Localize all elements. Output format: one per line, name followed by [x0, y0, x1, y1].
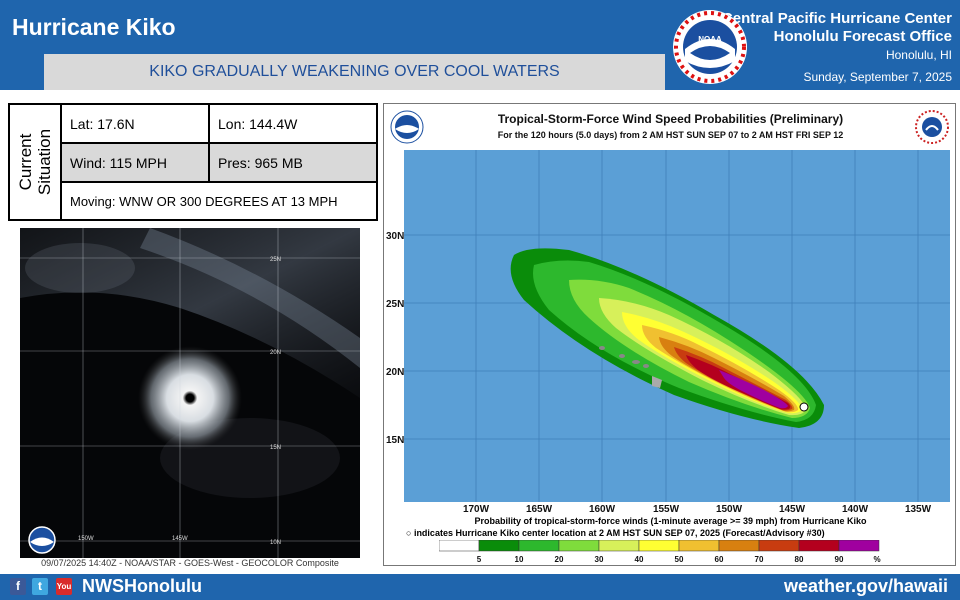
lon-label: 155W	[653, 504, 680, 515]
legend-description: Probability of tropical-storm-force wind…	[474, 516, 867, 526]
longitude-cell: Lon: 144.4W	[210, 105, 376, 144]
office-name: Honolulu Forecast Office	[773, 28, 952, 45]
lon-label: 160W	[589, 504, 616, 515]
wind-probability-map: Tropical-Storm-Force Wind Speed Probabil…	[383, 103, 956, 566]
lat-label: 25N	[386, 299, 404, 310]
center-note-text: indicates Hurricane Kiko center location…	[413, 528, 825, 538]
map-title: Tropical-Storm-Force Wind Speed Probabil…	[497, 112, 844, 126]
legend-swatch	[678, 540, 720, 552]
movement-cell: Moving: WNW OR 300 DEGREES AT 13 MPH	[62, 183, 376, 219]
situation-label-text: Current Situation	[16, 128, 54, 196]
probability-plot: 30N 25N 20N 15N 170W 165W 160W 155W 150W…	[386, 150, 950, 516]
header-accent	[0, 54, 44, 90]
satellite-image: 25N 20N 15N 10N 150W 145W	[20, 228, 360, 558]
current-situation-table: Current Situation Lat: 17.6N Lon: 144.4W…	[8, 103, 378, 221]
legend-swatch	[558, 540, 600, 552]
sat-grid-label: 15N	[270, 445, 281, 451]
legend-swatch	[478, 540, 520, 552]
longitude: Lon: 144.4W	[218, 115, 298, 132]
movement: Moving: WNW OR 300 DEGREES AT 13 MPH	[70, 193, 338, 209]
pressure: Pres: 965 MB	[218, 154, 303, 171]
lon-label: 140W	[842, 504, 869, 515]
legend-value: 30	[595, 555, 604, 564]
legend-value: 70	[755, 555, 764, 564]
footer-bar: f t You NWSHonolulu weather.gov/hawaii	[0, 574, 960, 600]
wind-cell: Wind: 115 MPH	[62, 144, 210, 183]
lon-label: 165W	[526, 504, 553, 515]
sat-grid-label: 25N	[270, 257, 281, 263]
legend-value: 40	[635, 555, 644, 564]
noaa-logo-text: NOAA	[698, 35, 722, 44]
probability-legend: 5 10 20 30 40 50 60 70 80 90%	[439, 540, 881, 564]
latitude: Lat: 17.6N	[70, 115, 135, 132]
youtube-icon[interactable]: You	[56, 578, 72, 595]
lon-label: 145W	[779, 504, 806, 515]
lon-label: 150W	[716, 504, 743, 515]
legend-swatch	[838, 540, 880, 552]
office-location: Honolulu, HI	[885, 48, 952, 62]
legend-value: 20	[555, 555, 564, 564]
headline: KIKO GRADUALLY WEAKENING OVER COOL WATER…	[44, 54, 665, 90]
legend-swatch	[638, 540, 680, 552]
legend-value: %	[873, 555, 880, 564]
sat-grid-label: 150W	[78, 536, 94, 542]
nws-logo-icon	[915, 110, 949, 144]
facebook-icon[interactable]: f	[10, 578, 26, 595]
legend-swatch	[758, 540, 800, 552]
lat-label: 30N	[386, 231, 404, 242]
legend-value: 60	[715, 555, 724, 564]
legend-swatch	[439, 540, 480, 552]
lat-label: 20N	[386, 367, 404, 378]
sat-grid-label: 20N	[270, 350, 281, 356]
latitude-cell: Lat: 17.6N	[62, 105, 210, 144]
lon-label: 170W	[463, 504, 490, 515]
legend-swatch	[598, 540, 640, 552]
noaa-logo-icon: NOAA	[673, 10, 747, 84]
legend-value: 50	[675, 555, 684, 564]
page-title: Hurricane Kiko	[12, 14, 176, 40]
issue-date: Sunday, September 7, 2025	[803, 70, 952, 84]
lon-label: 135W	[905, 504, 932, 515]
situation-label: Current Situation	[10, 105, 62, 219]
legend-value: 80	[795, 555, 804, 564]
legend-value: 90	[835, 555, 844, 564]
legend-swatch	[518, 540, 560, 552]
legend-swatch	[798, 540, 840, 552]
legend-swatch	[718, 540, 760, 552]
legend-value: 10	[515, 555, 524, 564]
legend-value: 5	[477, 555, 482, 564]
legend-center-note: ○ indicates Hurricane Kiko center locati…	[406, 528, 825, 538]
twitter-icon[interactable]: t	[32, 578, 48, 595]
header-bar: Hurricane Kiko	[0, 0, 665, 54]
pressure-cell: Pres: 965 MB	[210, 144, 376, 183]
satellite-caption: 09/07/2025 14:40Z - NOAA/STAR - GOES-Wes…	[41, 558, 339, 568]
org-name: Central Pacific Hurricane Center	[721, 10, 952, 27]
noaa-logo-icon	[390, 110, 424, 144]
map-subtitle: For the 120 hours (5.0 days) from 2 AM H…	[497, 130, 844, 140]
sat-grid-label: 145W	[172, 536, 188, 542]
lat-label: 15N	[386, 435, 404, 446]
social-handle[interactable]: NWSHonolulu	[82, 576, 202, 596]
website-link[interactable]: weather.gov/hawaii	[783, 576, 948, 596]
sat-grid-label: 10N	[270, 540, 281, 546]
wind-speed: Wind: 115 MPH	[70, 154, 167, 171]
